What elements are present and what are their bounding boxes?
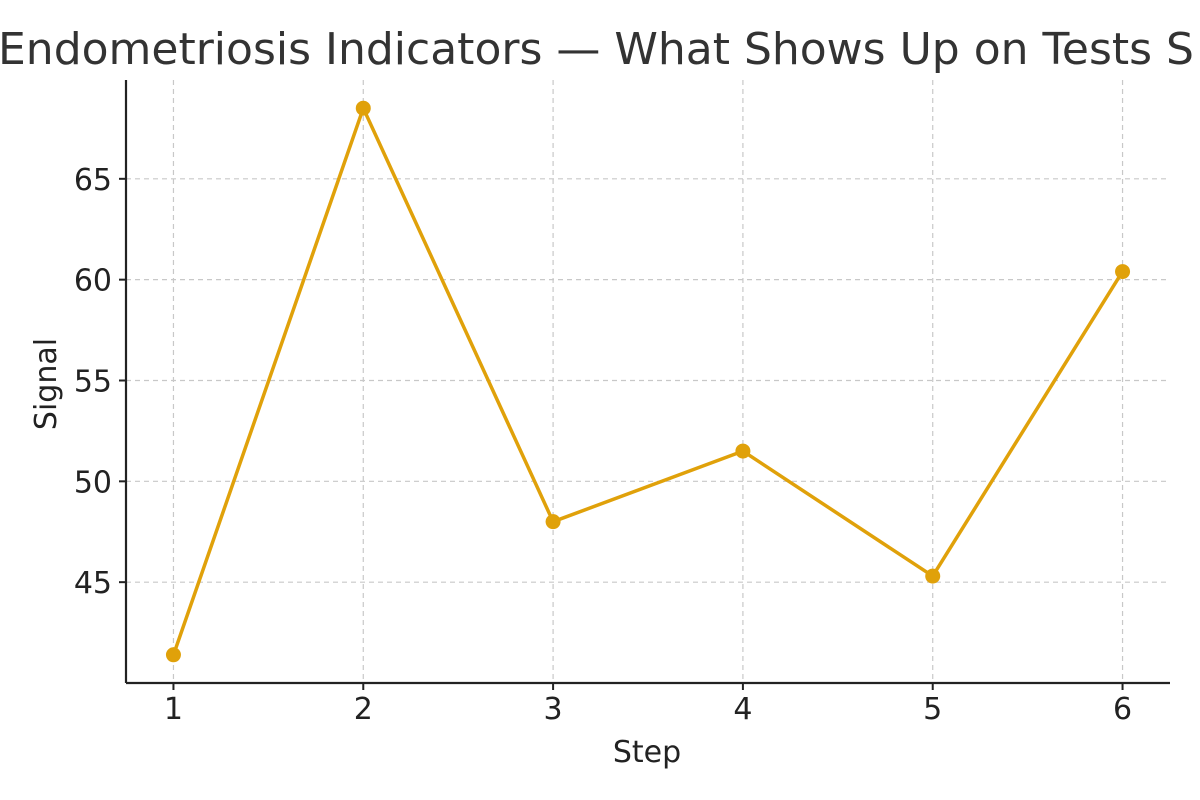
grid: [126, 80, 1170, 683]
chart-title: Endometriosis Indicators — What Shows Up…: [0, 24, 1194, 75]
x-tick-label: 4: [733, 692, 752, 727]
data-point: [925, 568, 941, 584]
data-point: [165, 647, 181, 663]
data-point: [735, 443, 751, 459]
series-line: [171, 106, 1125, 657]
x-axis-label: Step: [613, 735, 681, 770]
x-tick-label: 6: [1113, 692, 1132, 727]
y-axis-label: Signal: [29, 338, 64, 430]
y-tick-label: 55: [74, 364, 112, 399]
data-point: [1115, 264, 1131, 280]
x-tick-label: 3: [544, 692, 563, 727]
data-point: [355, 100, 371, 116]
y-tick-label: 45: [74, 566, 112, 601]
series-group: [165, 100, 1131, 663]
x-tick-label: 1: [164, 692, 183, 727]
y-tick-label: 60: [74, 264, 112, 299]
x-tick-label: 5: [923, 692, 942, 727]
y-tick-label: 65: [74, 163, 112, 198]
y-tick-label: 50: [74, 465, 112, 500]
data-point: [545, 514, 561, 530]
axes: [124, 80, 1170, 685]
x-tick-label: 2: [354, 692, 373, 727]
